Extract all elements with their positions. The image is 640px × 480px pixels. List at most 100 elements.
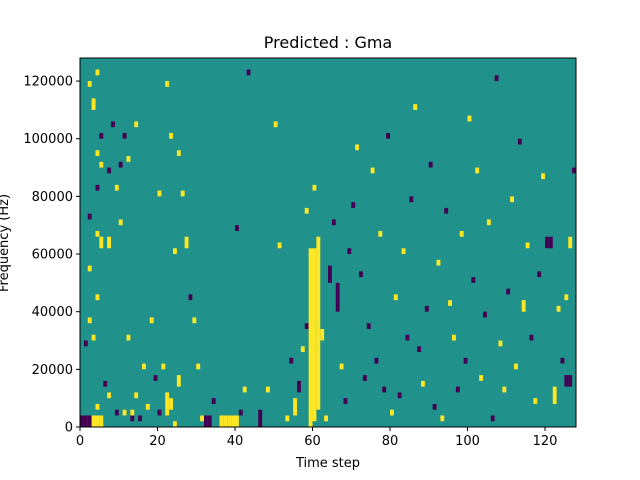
heatmap-cell [103, 380, 108, 387]
heatmap-cell [548, 236, 553, 249]
heatmap-cell [378, 230, 383, 237]
heatmap-cell [114, 184, 119, 191]
x-tick-label: 20 [149, 434, 166, 449]
heatmap-cell [176, 150, 181, 157]
heatmap-cell [184, 236, 189, 249]
heatmap-cell [370, 167, 375, 174]
heatmap-cell [285, 415, 290, 422]
heatmap-cell [192, 317, 197, 324]
heatmap-cell [312, 184, 317, 191]
heatmap-cell [409, 196, 414, 203]
heatmap-cell [359, 271, 363, 278]
heatmap-cell [122, 132, 127, 139]
heatmap-cell [355, 144, 360, 151]
heatmap-cell [207, 415, 212, 427]
heatmap-cell [525, 242, 530, 249]
heatmap-cell [568, 236, 573, 249]
heatmap-cell [118, 161, 123, 168]
heatmap-cell [413, 104, 418, 110]
heatmap-cell [180, 190, 185, 197]
heatmap-cell [339, 363, 344, 370]
heatmap-cell [552, 386, 557, 404]
heatmap-cell [111, 121, 115, 128]
heatmap-cell [87, 415, 92, 427]
heatmap-cell [87, 317, 92, 324]
heatmap-cell [564, 375, 569, 387]
heatmap-background [80, 58, 576, 427]
heatmap-cell [556, 305, 561, 312]
heatmap-cell [204, 415, 208, 427]
heatmap-cell [246, 69, 251, 76]
heatmap-cell [486, 219, 491, 226]
heatmap-cell [436, 259, 441, 266]
heatmap-cell [514, 363, 518, 370]
y-tick-label: 60000 [32, 248, 73, 263]
heatmap-cell [517, 138, 522, 145]
heatmap-cell [366, 323, 371, 329]
heatmap-cell [138, 415, 143, 422]
heatmap-cell [572, 167, 577, 174]
x-tick-label: 40 [227, 434, 244, 449]
x-tick-label: 120 [533, 434, 558, 449]
heatmap-cell [397, 392, 402, 399]
heatmap-cell [440, 415, 445, 422]
heatmap-cell [95, 403, 100, 410]
heatmap-cell [401, 248, 406, 255]
heatmap-cell [165, 81, 170, 87]
heatmap-cell [521, 300, 526, 312]
heatmap-cell [134, 392, 139, 399]
chart-title: Predicted : Gma [264, 33, 392, 52]
heatmap-cell [498, 340, 503, 347]
heatmap-cell [83, 340, 88, 347]
heatmap-cell [452, 334, 456, 341]
heatmap-cell [95, 184, 100, 191]
heatmap-cell [142, 363, 146, 370]
y-tick-label: 100000 [23, 132, 73, 147]
heatmap-cell [99, 161, 104, 168]
heatmap-cell [91, 98, 96, 110]
heatmap-cell [130, 409, 135, 416]
heatmap-cell [289, 357, 294, 364]
heatmap-cell [99, 236, 104, 249]
heatmap-cell [455, 386, 460, 393]
heatmap-cell [95, 150, 100, 157]
heatmap-cell [343, 398, 348, 404]
heatmap-cell [463, 357, 468, 364]
heatmap-cell [277, 242, 282, 249]
heatmap-cell [219, 415, 224, 427]
heatmap-cell [316, 236, 321, 410]
heatmap-cell [83, 415, 88, 427]
heatmap-cell [211, 398, 216, 404]
heatmap-cell [537, 271, 542, 278]
heatmap-cell [91, 415, 96, 427]
heatmap-cell [176, 375, 181, 387]
heatmap-cell [417, 346, 422, 353]
heatmap-cell [479, 375, 484, 381]
heatmap-cell [107, 236, 112, 249]
heatmap-cell [324, 415, 329, 422]
heatmap-cell [533, 398, 538, 404]
heatmap-cell [173, 248, 177, 255]
heatmap-cell [506, 288, 511, 295]
heatmap-cell [99, 415, 104, 427]
heatmap-cell [483, 311, 487, 318]
heatmap-cell [308, 248, 313, 427]
x-tick-label: 60 [304, 434, 321, 449]
x-tick-label: 80 [382, 434, 399, 449]
heatmap-cell [273, 121, 278, 128]
plot-area [79, 57, 577, 428]
heatmap-cell [258, 409, 263, 427]
heatmap-cell [393, 294, 398, 301]
heatmap-cell [328, 265, 332, 283]
heatmap-cell [95, 415, 100, 427]
x-tick-label: 0 [76, 434, 84, 449]
heatmap-cell [80, 415, 84, 427]
heatmap-cell [173, 421, 177, 427]
heatmap-cell [95, 294, 100, 301]
heatmap-cell [494, 75, 499, 82]
heatmap-cell [145, 403, 150, 410]
heatmap-cell [169, 398, 174, 410]
heatmap-cell [87, 265, 92, 272]
heatmap-cell [87, 81, 92, 87]
heatmap-cell [149, 317, 154, 324]
